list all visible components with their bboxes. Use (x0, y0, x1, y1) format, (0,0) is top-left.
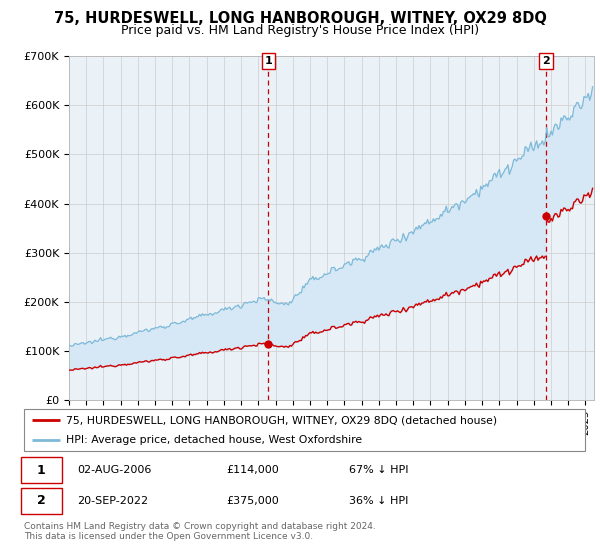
Text: 1: 1 (37, 464, 46, 477)
Text: £375,000: £375,000 (226, 496, 279, 506)
FancyBboxPatch shape (21, 457, 62, 483)
Text: 20-SEP-2022: 20-SEP-2022 (77, 496, 148, 506)
Text: Contains HM Land Registry data © Crown copyright and database right 2024.
This d: Contains HM Land Registry data © Crown c… (24, 522, 376, 542)
Text: 36% ↓ HPI: 36% ↓ HPI (349, 496, 409, 506)
Text: 2: 2 (37, 494, 46, 507)
Text: 75, HURDESWELL, LONG HANBOROUGH, WITNEY, OX29 8DQ: 75, HURDESWELL, LONG HANBOROUGH, WITNEY,… (53, 11, 547, 26)
Text: HPI: Average price, detached house, West Oxfordshire: HPI: Average price, detached house, West… (66, 435, 362, 445)
Text: 02-AUG-2006: 02-AUG-2006 (77, 465, 152, 475)
Text: £114,000: £114,000 (226, 465, 279, 475)
Text: 75, HURDESWELL, LONG HANBOROUGH, WITNEY, OX29 8DQ (detached house): 75, HURDESWELL, LONG HANBOROUGH, WITNEY,… (66, 415, 497, 425)
Text: 2: 2 (542, 56, 550, 66)
Text: Price paid vs. HM Land Registry's House Price Index (HPI): Price paid vs. HM Land Registry's House … (121, 24, 479, 36)
Text: 67% ↓ HPI: 67% ↓ HPI (349, 465, 409, 475)
Text: 1: 1 (265, 56, 272, 66)
FancyBboxPatch shape (21, 488, 62, 514)
